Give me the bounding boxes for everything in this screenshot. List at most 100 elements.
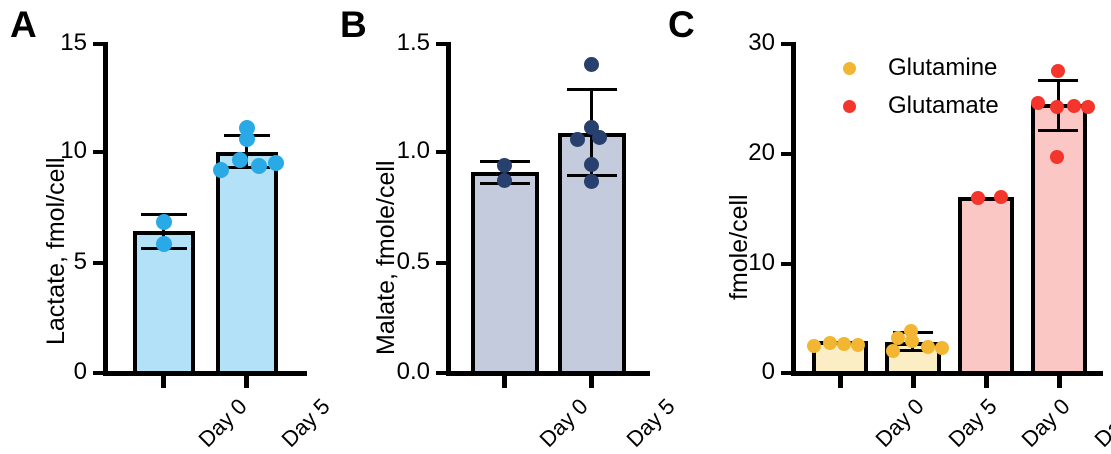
panel-c-ytick-10: [781, 262, 791, 266]
panel-a-errbar-day0: [162, 214, 165, 249]
panel-a-xtick-day5: [244, 376, 249, 388]
panel-c-yticklabel-10: 10: [748, 249, 775, 276]
panel-c-bar-glutamate-day0: [958, 197, 1014, 375]
panel-c-y-axis-title: fmole/cell: [725, 194, 753, 300]
panel-c-point: [1081, 100, 1095, 114]
panel-b-yticklabel-1-5: 1.5: [396, 29, 430, 56]
panel-c-point: [905, 334, 919, 348]
panel-b-yticklabel-1-0: 1.0: [396, 137, 430, 164]
panel-c-letter: C: [668, 4, 695, 45]
panel-c-bar-glutamate-day5: [1031, 104, 1087, 375]
panel-c-point: [994, 190, 1008, 204]
panel-c: C fmole/cell 30 20 10 0 Glutamine Glu: [660, 0, 1111, 454]
panel-c-point: [935, 341, 949, 355]
legend-dot-glutamine-icon: [843, 61, 856, 75]
panel-c-x-axis: [791, 371, 1103, 376]
panel-b-yticklabel-0-0: 0.0: [396, 358, 430, 385]
panel-c-errcap-glutamine-day5-bottom: [893, 349, 933, 352]
panel-b-bar-day5: [558, 133, 626, 375]
panel-c-point: [1067, 99, 1081, 113]
panel-a-point: [156, 214, 172, 230]
panel-c-ytick-30: [781, 42, 791, 46]
panel-a-ytick-15: [93, 42, 103, 46]
panel-c-point: [971, 191, 985, 205]
panel-b-errcap-day5-top: [567, 88, 617, 91]
panel-a-point: [156, 236, 172, 252]
panel-b-point: [584, 174, 599, 189]
panel-c-errcap-glutamate-day5-bottom: [1038, 129, 1078, 132]
panel-c-xlabel-glutamate-day0: Day 0: [1016, 393, 1075, 452]
panel-a-ytick-10: [93, 150, 103, 154]
panel-c-ytick-0: [781, 371, 791, 375]
panel-c-point: [1050, 100, 1064, 114]
panel-b-point: [497, 158, 512, 173]
panel-a-xlabel-day5: Day 5: [276, 393, 335, 452]
panel-b-xlabel-day0: Day 0: [534, 393, 593, 452]
panel-b-y-axis: [446, 42, 451, 376]
panel-a-bar-day0: [133, 231, 195, 375]
panel-b: B Malate, fmole/cell 1.5 1.0 0.5 0.0: [330, 0, 680, 454]
panel-a-point: [251, 158, 267, 174]
panel-b-xtick-day5: [589, 376, 594, 388]
panel-b-ytick-1-0: [436, 150, 446, 154]
legend-label-glutamate: Glutamate: [888, 92, 999, 119]
legend-label-glutamine: Glutamine: [888, 54, 998, 81]
panel-a-x-axis: [103, 371, 307, 376]
panel-a-point: [239, 131, 255, 147]
panel-c-xtick-glutamate-day5: [1057, 376, 1062, 388]
panel-c-xlabel-glutamine-day5: Day 5: [943, 393, 1002, 452]
panel-b-bar-day0: [471, 172, 539, 375]
panel-c-point: [921, 340, 935, 354]
panel-c-xtick-glutamine-day0: [838, 376, 843, 388]
panel-b-ytick-1-5: [436, 42, 446, 46]
panel-c-yticklabel-0: 0: [761, 358, 775, 385]
panel-a-ytick-0: [93, 371, 103, 375]
panel-a-point: [268, 155, 284, 171]
panel-c-point: [851, 338, 865, 352]
panel-c-point: [886, 344, 900, 358]
panel-a-errcap-day5-bottom: [224, 166, 270, 169]
panel-c-point: [1050, 150, 1064, 164]
panel-a-letter: A: [10, 4, 37, 45]
panel-a-y-axis: [103, 42, 108, 376]
panel-c-point: [1031, 96, 1045, 110]
panel-b-ytick-0-0: [436, 371, 446, 375]
panel-a-yticklabel-15: 15: [60, 29, 87, 56]
panel-c-point: [1051, 64, 1065, 78]
panel-a-xlabel-day0: Day 0: [193, 393, 252, 452]
panel-c-point: [891, 331, 905, 345]
panel-b-point: [570, 132, 585, 147]
panel-c-yticklabel-30: 30: [748, 29, 775, 56]
panel-b-x-axis: [446, 371, 650, 376]
panel-a-yticklabel-10: 10: [60, 137, 87, 164]
panel-c-point: [823, 336, 837, 350]
panel-a-ytick-5: [93, 261, 103, 265]
legend-item-glutamate: Glutamate: [843, 92, 999, 120]
panel-a-yticklabel-5: 5: [73, 248, 87, 275]
panel-c-xlabel-glutamate-day5: Day 5: [1089, 394, 1111, 452]
panel-c-errcap-glutamate-day5-top: [1038, 79, 1078, 82]
panel-b-xtick-day0: [502, 376, 507, 388]
panel-b-ytick-0-5: [436, 261, 446, 265]
panel-a-point: [232, 152, 248, 168]
panel-c-y-axis: [791, 42, 796, 376]
panel-b-point: [584, 57, 599, 72]
panel-a-point: [213, 162, 229, 178]
panel-c-ytick-20: [781, 152, 791, 156]
legend-dot-glutamate-icon: [843, 99, 856, 113]
panel-a-errbar-day5: [245, 135, 248, 168]
panel-a-bar-day5: [216, 152, 278, 375]
panel-c-yticklabel-20: 20: [748, 139, 775, 166]
panel-c-xlabel-glutamine-day0: Day 0: [870, 393, 929, 452]
legend-item-glutamine: Glutamine: [843, 54, 997, 82]
panel-b-point: [584, 157, 599, 172]
panel-b-point: [592, 130, 607, 145]
panel-a-xtick-day0: [161, 376, 166, 388]
panel-a: A Lactate, fmol/cell 15 10 5 0: [0, 0, 335, 454]
panel-c-xtick-glutamine-day5: [911, 376, 916, 388]
panel-b-point: [497, 173, 512, 188]
panel-c-point: [837, 337, 851, 351]
panel-b-letter: B: [340, 4, 367, 45]
panel-c-point: [807, 339, 821, 353]
